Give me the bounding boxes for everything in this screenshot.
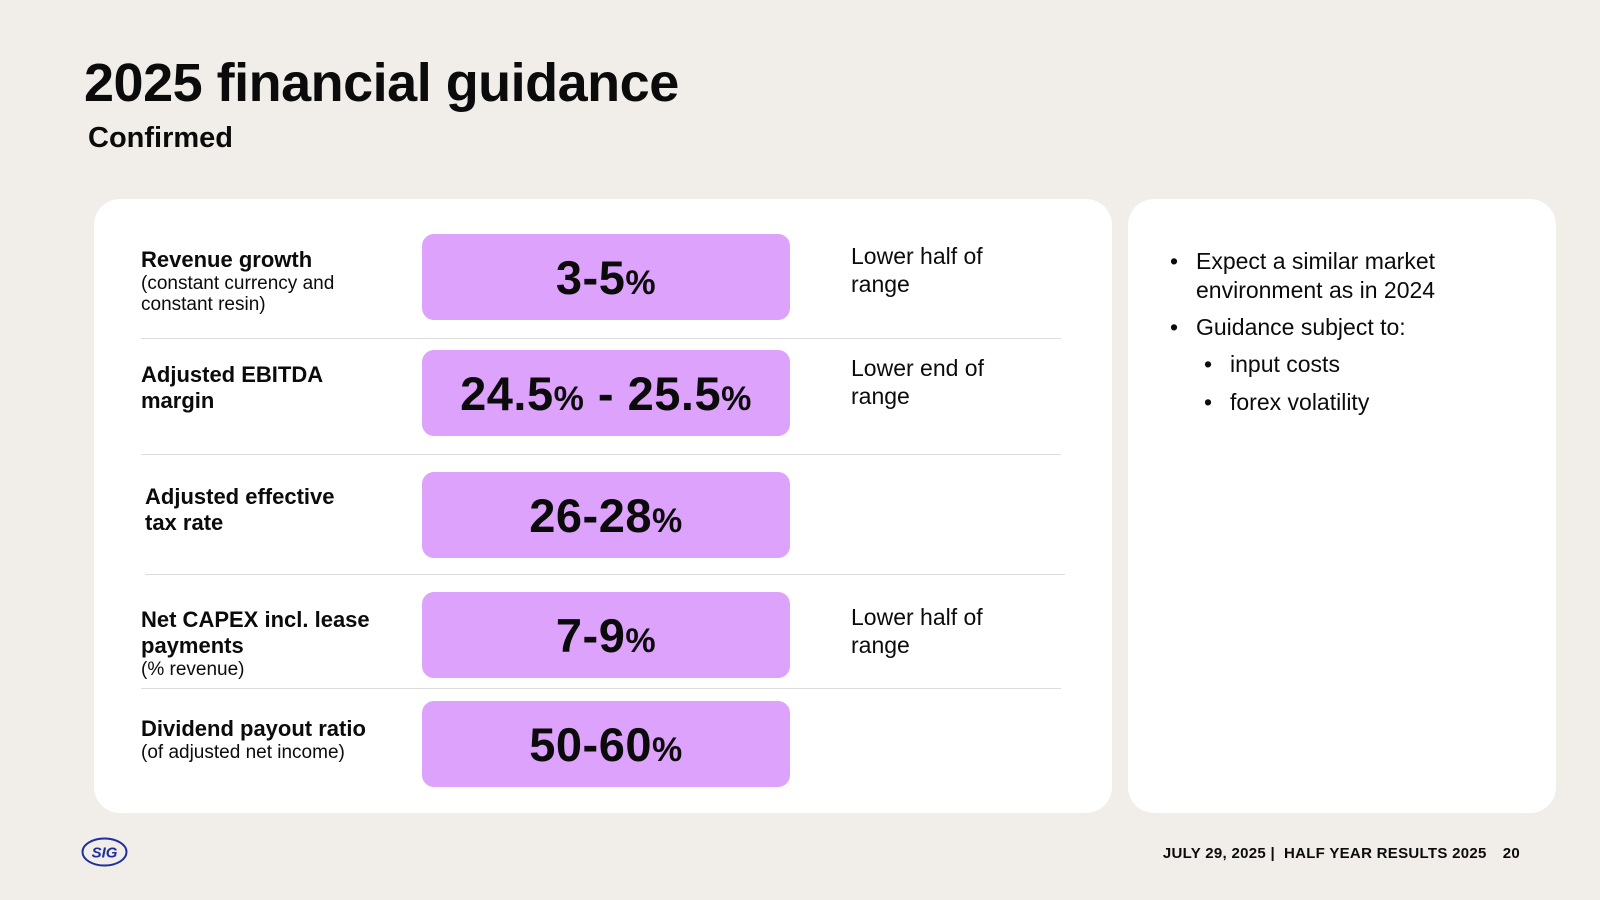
bullet-item: Guidance subject to: (1168, 313, 1528, 342)
guidance-value: 50-60% (529, 717, 683, 771)
guidance-card: Revenue growth (constant currency and co… (94, 199, 1112, 813)
guidance-note: Lower half of range (851, 604, 983, 658)
guidance-value-pill: 24.5% - 25.5% (422, 350, 790, 436)
guidance-value-pill: 7-9% (422, 592, 790, 678)
sig-logo: SIG (81, 837, 128, 867)
guidance-label-net-capex: Net CAPEX incl. lease payments (% revenu… (141, 607, 370, 680)
guidance-note: Lower end of range (851, 355, 984, 409)
footer-text: JULY 29, 2025 | HALF YEAR RESULTS 2025 (1162, 845, 1487, 862)
guidance-value: 24.5% - 25.5% (460, 366, 752, 420)
guidance-label-revenue-growth: Revenue growth (constant currency and co… (141, 247, 335, 315)
guidance-note: Lower half of range (851, 243, 983, 297)
guidance-value: 3-5% (555, 250, 657, 304)
page-number: 20 (1502, 845, 1520, 862)
row-divider (145, 574, 1065, 575)
page-subtitle: Confirmed (88, 122, 233, 154)
guidance-value: 26-28% (529, 488, 683, 542)
row-divider (141, 338, 1061, 339)
guidance-value: 7-9% (555, 608, 657, 662)
sub-bullet-item: input costs (1202, 350, 1528, 379)
guidance-label-ebitda-margin: Adjusted EBITDA margin (141, 362, 323, 413)
context-card: Expect a similar market environment as i… (1128, 199, 1556, 813)
guidance-value-pill: 3-5% (422, 234, 790, 320)
footer: JULY 29, 2025 | HALF YEAR RESULTS 2025 20 (1163, 845, 1520, 862)
guidance-label-dividend-payout: Dividend payout ratio (of adjusted net i… (141, 716, 366, 763)
context-bullets: Expect a similar market environment as i… (1168, 247, 1528, 426)
guidance-value-pill: 50-60% (422, 701, 790, 787)
page-title: 2025 financial guidance (84, 53, 679, 113)
row-divider (141, 454, 1061, 455)
logo-text: SIG (92, 845, 118, 862)
guidance-label-tax-rate: Adjusted effective tax rate (145, 484, 335, 535)
guidance-value-pill: 26-28% (422, 472, 790, 558)
bullet-item: Expect a similar market environment as i… (1168, 247, 1528, 305)
row-divider (141, 688, 1061, 689)
sub-bullet-item: forex volatility (1202, 388, 1528, 417)
